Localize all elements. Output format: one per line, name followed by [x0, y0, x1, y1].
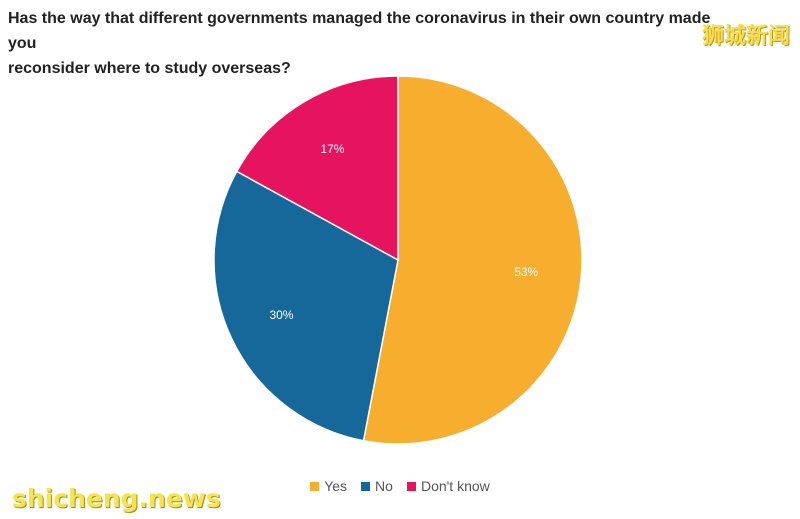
legend-label-dont-know: Don't know: [420, 478, 490, 494]
legend-swatch-no: [361, 481, 371, 491]
chart-title-line-1: Has the way that different governments m…: [8, 10, 711, 52]
legend-label-yes: Yes: [324, 478, 348, 494]
legend-item-dont-know: Don't know: [406, 478, 490, 494]
watermark-site: shicheng.news: [12, 484, 221, 513]
pie-slice-yes: [362, 75, 583, 445]
pie-slice-dont-know: [235, 75, 399, 262]
pie-label-yes: 53%: [514, 265, 538, 279]
pie-label-dont-know: 17%: [320, 142, 344, 156]
legend-swatch-yes: [310, 481, 320, 491]
legend-item-no: No: [361, 478, 393, 494]
chart-title: Has the way that different governments m…: [8, 6, 728, 81]
chart-title-line-2: reconsider where to study overseas?: [8, 60, 291, 77]
legend-label-no: No: [375, 478, 393, 494]
pie-slice-no: [213, 170, 399, 442]
legend-swatch-dont-know: [406, 481, 416, 491]
chart-legend: Yes No Don't know: [0, 478, 800, 494]
legend-item-yes: Yes: [310, 478, 347, 494]
watermark-chinese: 狮城新闻: [701, 24, 790, 49]
pie-label-no: 30%: [269, 308, 293, 322]
